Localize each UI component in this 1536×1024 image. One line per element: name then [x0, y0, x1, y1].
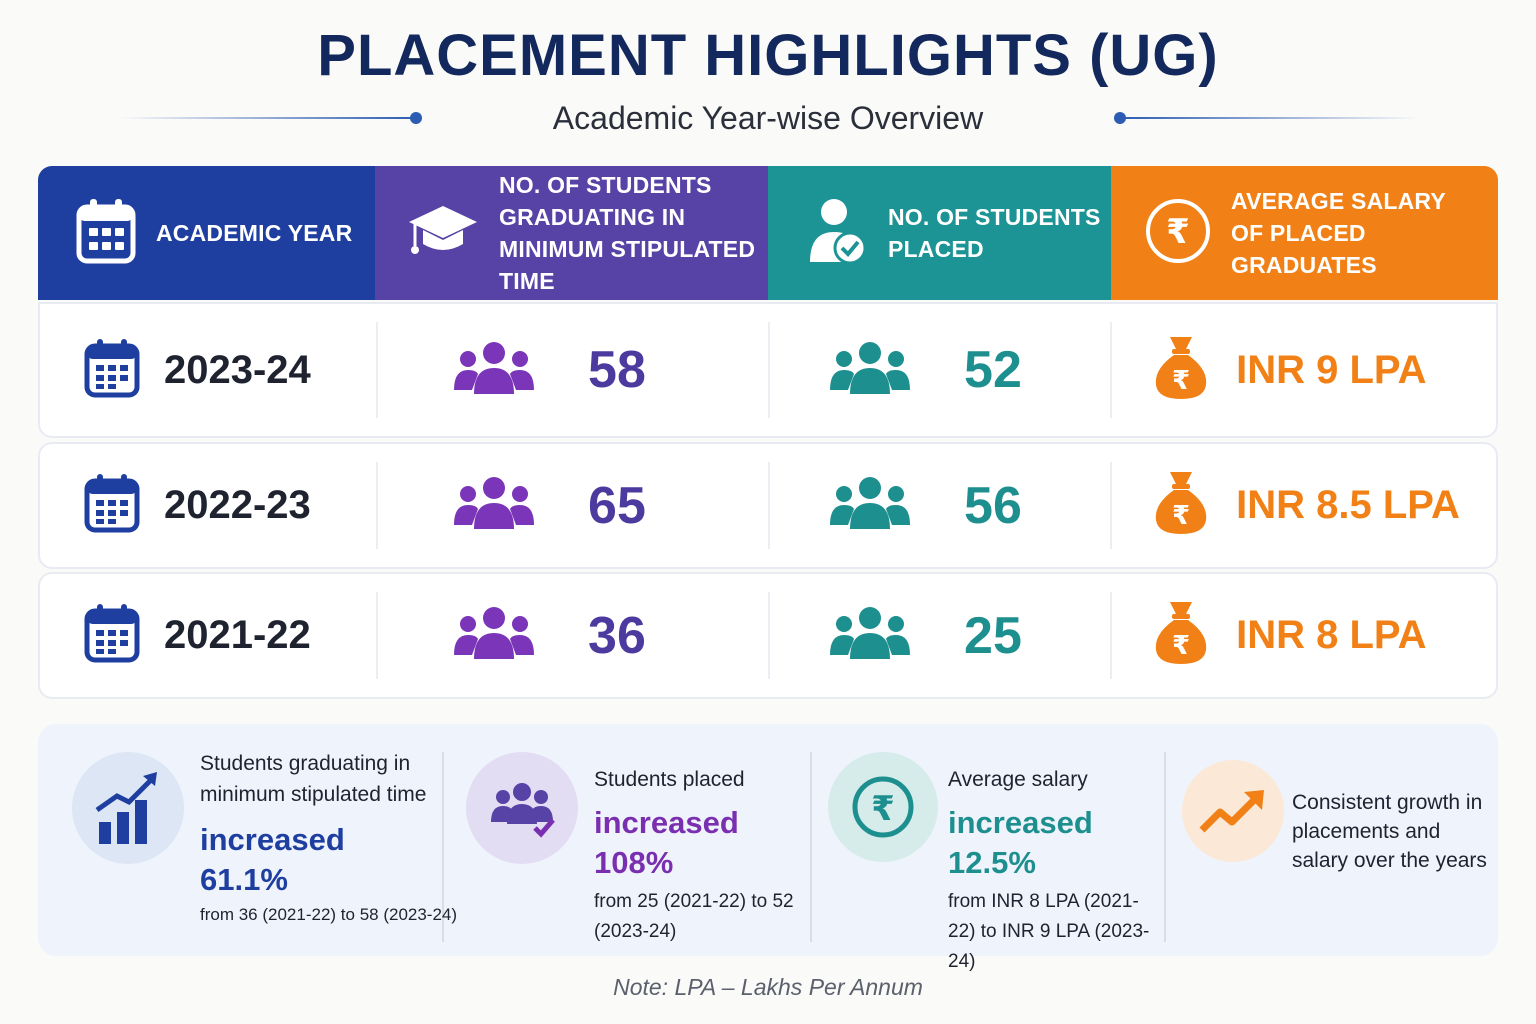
graduating-cell: 36 [376, 574, 768, 697]
trend-up-icon [1182, 760, 1284, 862]
summary-detail: from INR 8 LPA (2021-22) to INR 9 LPA (2… [948, 891, 1150, 972]
cell-divider [768, 462, 771, 549]
placed-cell: 25 [768, 574, 1110, 697]
group-icon [830, 340, 911, 401]
column-header-salary: ₹ AVERAGE SALARY OF PLACED GRADUATES [1111, 166, 1498, 300]
footer-note: Note: LPA – Lakhs Per Annum [613, 974, 923, 1000]
graduating-count: 36 [588, 606, 646, 665]
table-row: 2021-22 36 25 ₹ INR 8 LPA [38, 572, 1498, 699]
placed-cell: 56 [768, 444, 1110, 567]
summary-label: Students placed [594, 768, 745, 791]
summary-highlight: increased 108% [594, 805, 739, 880]
calendar-icon [84, 338, 140, 403]
summary-label: Average salary [948, 768, 1088, 791]
graduating-count: 58 [588, 341, 646, 399]
summary-card-graduating: Students graduating in minimum stipulate… [200, 748, 458, 930]
academic-year: 2023-24 [164, 347, 311, 392]
academic-year: 2022-23 [164, 483, 311, 527]
average-salary: INR 8.5 LPA [1236, 483, 1460, 527]
summary-detail: from 25 (2021-22) to 52 (2023-24) [594, 891, 794, 942]
svg-text:₹: ₹ [871, 789, 895, 829]
graduating-cell: 58 [376, 304, 768, 436]
graduation-cap-icon [407, 200, 479, 267]
salary-cell: ₹ INR 8.5 LPA [1110, 444, 1496, 567]
cell-divider [1110, 592, 1113, 679]
summary-divider [810, 752, 812, 942]
column-header-academic-year: ACADEMIC YEAR [38, 166, 375, 300]
cell-divider [376, 322, 379, 418]
column-header-label: ACADEMIC YEAR [156, 220, 353, 246]
money-bag-icon: ₹ [1152, 335, 1210, 406]
cell-divider [768, 322, 771, 418]
table-header: ACADEMIC YEAR NO. OF STUDENTS GRADUATING… [38, 166, 1498, 300]
summary-card-placed: Students placed increased 108% from 25 (… [594, 764, 804, 947]
graduating-count: 65 [588, 476, 646, 535]
page-title: PLACEMENT HIGHLIGHTS (UG) [317, 23, 1219, 88]
group-icon [830, 475, 911, 536]
year-cell: 2022-23 [40, 444, 376, 567]
column-header-label: AVERAGE SALARY OF PLACED GRADUATES [1231, 188, 1446, 278]
year-cell: 2021-22 [40, 574, 376, 697]
table-row: 2022-23 65 56 ₹ INR 8.5 LPA [38, 442, 1498, 569]
subtitle-dot-left [410, 112, 422, 124]
cell-divider [1110, 322, 1113, 418]
page-subtitle: Academic Year-wise Overview [552, 100, 984, 136]
calendar-icon [76, 198, 136, 269]
group-icon [830, 605, 911, 666]
svg-text:₹: ₹ [1172, 366, 1190, 396]
summary-highlight: increased 12.5% [948, 805, 1093, 880]
svg-text:₹: ₹ [1172, 631, 1190, 661]
column-header-label: NO. OF STUDENTS PLACED [888, 204, 1101, 262]
group-icon [454, 340, 535, 401]
subtitle-divider-right [1120, 117, 1420, 119]
summary-card-salary: Average salary increased 12.5% from INR … [948, 764, 1162, 977]
column-header-label: NO. OF STUDENTS GRADUATING IN MINIMUM ST… [499, 172, 756, 294]
svg-text:₹: ₹ [1166, 212, 1190, 252]
money-bag-icon: ₹ [1152, 600, 1210, 671]
placed-cell: 52 [768, 304, 1110, 436]
salary-cell: ₹ INR 8 LPA [1110, 574, 1496, 697]
summary-panel: Students graduating in minimum stipulate… [38, 724, 1498, 972]
bar-chart-growth-icon [72, 752, 184, 864]
money-bag-icon: ₹ [1152, 470, 1210, 541]
cell-divider [376, 592, 379, 679]
summary-highlight: increased 61.1% [200, 822, 345, 897]
average-salary: INR 8 LPA [1236, 613, 1427, 657]
cell-divider [376, 462, 379, 549]
column-header-graduating: NO. OF STUDENTS GRADUATING IN MINIMUM ST… [375, 166, 768, 300]
graduating-cell: 65 [376, 444, 768, 567]
calendar-icon [84, 603, 140, 668]
summary-card-growth: Consistent growth in placements and sala… [1292, 788, 1492, 875]
salary-cell: ₹ INR 9 LPA [1110, 304, 1496, 436]
subtitle-divider-left [120, 117, 416, 119]
user-check-icon [808, 196, 868, 271]
year-cell: 2023-24 [40, 304, 376, 436]
svg-text:₹: ₹ [1172, 501, 1190, 531]
academic-year: 2021-22 [164, 613, 311, 657]
summary-divider [442, 752, 444, 942]
summary-label: Consistent growth in placements and sala… [1292, 791, 1487, 872]
summary-divider [1164, 752, 1166, 942]
placed-count: 25 [964, 606, 1022, 665]
group-icon [454, 605, 535, 666]
group-icon [454, 475, 535, 536]
summary-detail: from 36 (2021-22) to 58 (2023-24) [200, 905, 458, 924]
average-salary: INR 9 LPA [1236, 347, 1427, 392]
group-check-icon [466, 752, 578, 864]
rupee-icon: ₹ [1145, 198, 1211, 269]
cell-divider [768, 592, 771, 679]
cell-divider [1110, 462, 1113, 549]
table-row: 2023-24 58 52 ₹ INR 9 LPA [38, 302, 1498, 438]
summary-label: Students graduating in minimum stipulate… [200, 752, 427, 806]
calendar-icon [84, 473, 140, 538]
column-header-placed: NO. OF STUDENTS PLACED [768, 166, 1111, 300]
rupee-icon: ₹ [828, 752, 938, 862]
placed-count: 52 [964, 341, 1022, 399]
placed-count: 56 [964, 476, 1022, 535]
